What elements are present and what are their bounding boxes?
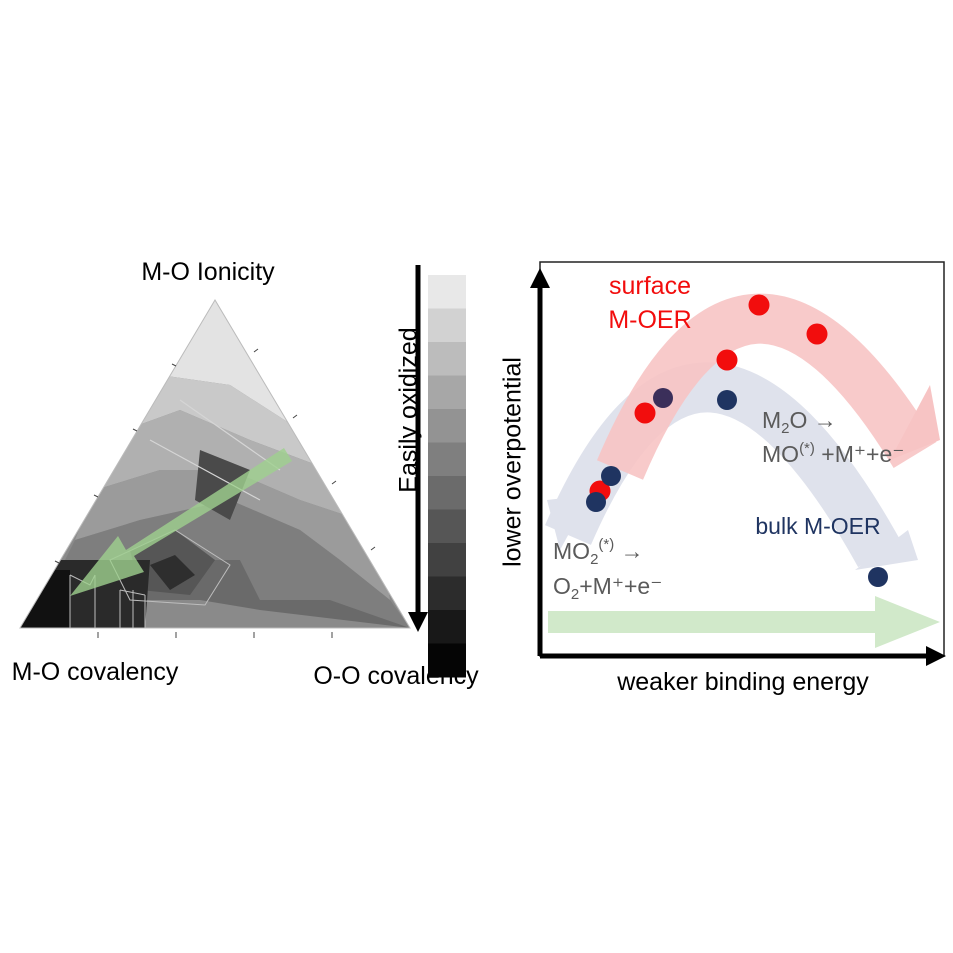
ternary-top-label: M-O Ionicity — [141, 258, 275, 286]
colorbar-swatches — [428, 275, 466, 678]
surface-point-3 — [716, 349, 738, 371]
surface-point-2 — [634, 402, 656, 424]
surface-band-arrowhead — [890, 385, 940, 460]
colorbar: Easily oxidized — [395, 265, 466, 678]
colorbar-swatch-6 — [428, 442, 466, 477]
reaction-m2o-line1: M2O → — [762, 407, 837, 437]
colorbar-swatch-2 — [428, 308, 466, 343]
bulk-band-arrowhead — [855, 530, 918, 570]
bulk-point-1 — [586, 492, 606, 512]
surface-label-line1: surface — [609, 272, 691, 300]
colorbar-swatch-11 — [428, 610, 466, 644]
surface-label-line2: M-OER — [608, 306, 691, 334]
surface-point-4 — [748, 294, 770, 316]
volcano-panel: surface M-OER bulk M-OER M2O → MO(*) +M⁺… — [499, 261, 946, 696]
bulk-point-3 — [653, 388, 673, 408]
surface-point-5 — [806, 323, 828, 345]
ternary-left-label: M-O covalency — [12, 658, 179, 686]
y-axis-label: lower overpotential — [499, 357, 527, 567]
colorbar-swatch-4 — [428, 375, 466, 410]
bulk-band-tail — [547, 495, 590, 550]
binding-energy-arrow — [548, 596, 940, 648]
bulk-point-4 — [717, 390, 737, 410]
colorbar-swatch-8 — [428, 509, 466, 544]
bulk-point-5 — [868, 567, 888, 587]
reaction-mo2-line2: O2+M⁺+e⁻ — [553, 573, 662, 603]
colorbar-swatch-3 — [428, 342, 466, 376]
colorbar-swatch-1 — [428, 275, 466, 309]
colorbar-swatch-7 — [428, 476, 466, 510]
bulk-label: bulk M-OER — [755, 513, 880, 539]
colorbar-swatch-12 — [428, 643, 466, 678]
bulk-point-2 — [601, 466, 621, 486]
colorbar-label: Easily oxidized — [395, 327, 423, 492]
ternary-contours — [20, 300, 410, 628]
bulk-points — [586, 388, 888, 587]
ternary-trend-arrow — [70, 448, 292, 596]
colorbar-swatch-5 — [428, 409, 466, 443]
reaction-mo2-line1: MO2(*) → — [553, 536, 644, 568]
colorbar-swatch-9 — [428, 543, 466, 577]
ternary-ticks — [54, 348, 376, 638]
colorbar-swatch-10 — [428, 576, 466, 611]
reaction-m2o-line2: MO(*) +M⁺+e⁻ — [762, 440, 904, 467]
x-axis-label: weaker binding energy — [616, 668, 869, 696]
